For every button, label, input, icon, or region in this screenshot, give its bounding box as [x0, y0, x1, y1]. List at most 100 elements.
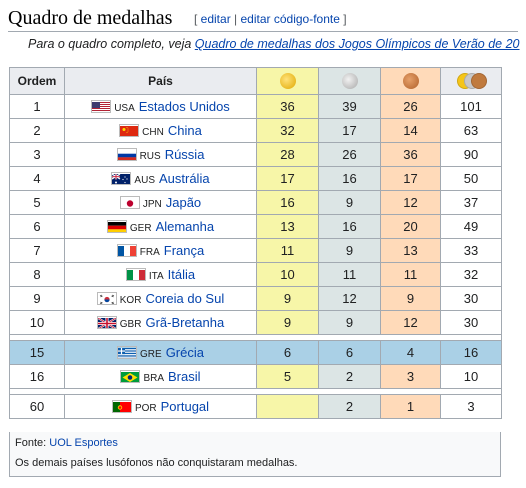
medal-table: Ordem País 1 USA Estados Unidos 36 39 26 101 2 C… [9, 67, 502, 419]
country-code: JPN [142, 199, 162, 210]
source-link[interactable]: UOL Esportes [49, 437, 118, 449]
bronze-count: 26 [380, 94, 441, 119]
silver-header[interactable] [318, 67, 381, 95]
bronze-count: 9 [380, 286, 441, 311]
table-row-rus: 3 RUS Rússia 28 26 36 90 [9, 142, 502, 167]
country-link[interactable]: Coreia do Sul [145, 291, 225, 306]
country-header[interactable]: País [64, 67, 257, 95]
bronze-count: 20 [380, 214, 441, 239]
total-count: 50 [440, 166, 502, 191]
bra-flag-icon [120, 370, 141, 383]
country-link[interactable]: China [167, 123, 202, 138]
bronze-count: 14 [380, 118, 441, 143]
country-link[interactable]: França [163, 243, 205, 258]
table-row-usa: 1 USA Estados Unidos 36 39 26 101 [9, 94, 502, 119]
total-count: 49 [440, 214, 502, 239]
table-row-gbr: 10 GBR Grã-Bretanha 9 9 12 30 [9, 310, 502, 335]
hatnote: Para o quadro completo, veja Quadro de m… [28, 37, 520, 51]
hatnote-link[interactable]: Quadro de medalhas dos Jogos Olímpicos d… [194, 37, 520, 51]
country-code: GER [129, 223, 152, 234]
edit-link[interactable]: editar [200, 12, 231, 26]
silver-count: 9 [318, 190, 381, 215]
edit-source-link[interactable]: editar código-fonte [240, 12, 340, 26]
source-line: Fonte: UOL Esportes [15, 437, 118, 449]
bronze-count: 13 [380, 238, 441, 263]
country-link[interactable]: Brasil [168, 369, 201, 384]
country-link[interactable]: Austrália [158, 171, 210, 186]
table-row-por: 60 POR Portugal 2 1 3 [9, 394, 502, 419]
section-title: Quadro de medalhas [8, 7, 173, 29]
table-row-aus: 4 AUS Austrália 17 16 17 50 [9, 166, 502, 191]
silver-count: 2 [318, 364, 381, 389]
country-cell: GRE Grécia [64, 340, 257, 365]
country-code: GBR [119, 319, 142, 330]
table-footer: Fonte: UOL Esportes Os demais países lus… [9, 432, 501, 477]
fra-flag-icon [116, 244, 137, 257]
country-link[interactable]: Portugal [160, 399, 210, 414]
table-row-ger: 6 GER Alemanha 13 16 20 49 [9, 214, 502, 239]
table-row-chn: 2 CHN China 32 17 14 63 [9, 118, 502, 143]
rank-cell: 3 [9, 142, 65, 167]
country-cell: ITA Itália [64, 262, 257, 287]
country-link[interactable]: Japão [165, 195, 202, 210]
table-row-jpn: 5 JPN Japão 16 9 12 37 [9, 190, 502, 215]
country-code: CHN [142, 127, 164, 138]
bronze-header[interactable] [380, 67, 441, 95]
rank-cell: 7 [9, 238, 65, 263]
other-rows: 15 GRE Grécia 6 6 4 16 16 BRA Brasil 5 2 3 10 [9, 340, 502, 389]
total-count: 33 [440, 238, 502, 263]
edit-bracket-open: [ [194, 12, 201, 26]
gold-count: 32 [256, 118, 319, 143]
total-count: 90 [440, 142, 502, 167]
country-link[interactable]: Rússia [164, 147, 205, 162]
gold-count [256, 394, 319, 419]
country-link[interactable]: Grécia [165, 345, 204, 360]
gold-header[interactable] [256, 67, 319, 95]
gold-count: 6 [256, 340, 319, 365]
country-cell: GBR Grã-Bretanha [64, 310, 257, 335]
rank-cell: 10 [9, 310, 65, 335]
country-link[interactable]: Alemanha [155, 219, 215, 234]
total-count: 32 [440, 262, 502, 287]
silver-count: 26 [318, 142, 381, 167]
country-code: RUS [139, 151, 161, 162]
header-row: Ordem País [9, 67, 502, 95]
country-code: ITA [148, 271, 164, 282]
country-cell: JPN Japão [64, 190, 257, 215]
country-link[interactable]: Grã-Bretanha [145, 315, 225, 330]
jpn-flag-icon [119, 196, 140, 209]
chn-flag-icon [119, 124, 140, 137]
rank-cell: 4 [9, 166, 65, 191]
edit-links: [ editar | editar código-fonte ] [194, 12, 347, 26]
silver-count: 39 [318, 94, 381, 119]
table-row-kor: 9 KOR Coreia do Sul 9 12 9 30 [9, 286, 502, 311]
bronze-count: 11 [380, 262, 441, 287]
silver-count: 16 [318, 214, 381, 239]
gold-count: 9 [256, 286, 319, 311]
silver-count: 11 [318, 262, 381, 287]
bronze-count: 12 [380, 310, 441, 335]
country-code: USA [114, 103, 135, 114]
rank-header[interactable]: Ordem [9, 67, 65, 95]
bronze-count: 1 [380, 394, 441, 419]
silver-count: 17 [318, 118, 381, 143]
bronze-count: 36 [380, 142, 441, 167]
country-code: KOR [119, 295, 142, 306]
country-cell: FRA França [64, 238, 257, 263]
silver-count: 6 [318, 340, 381, 365]
rank-cell: 5 [9, 190, 65, 215]
gold-count: 17 [256, 166, 319, 191]
country-link[interactable]: Itália [167, 267, 196, 282]
country-link[interactable]: Estados Unidos [138, 99, 230, 114]
ita-flag-icon [125, 268, 146, 281]
total-count: 16 [440, 340, 502, 365]
rank-cell: 8 [9, 262, 65, 287]
hatnote-prefix: Para o quadro completo, veja [28, 37, 195, 51]
ger-flag-icon [106, 220, 127, 233]
kor-flag-icon [96, 292, 117, 305]
bronze-medal-icon [402, 73, 419, 89]
total-header[interactable] [440, 67, 502, 95]
rank-cell: 1 [9, 94, 65, 119]
country-cell: GER Alemanha [64, 214, 257, 239]
source-prefix: Fonte: [15, 437, 50, 449]
